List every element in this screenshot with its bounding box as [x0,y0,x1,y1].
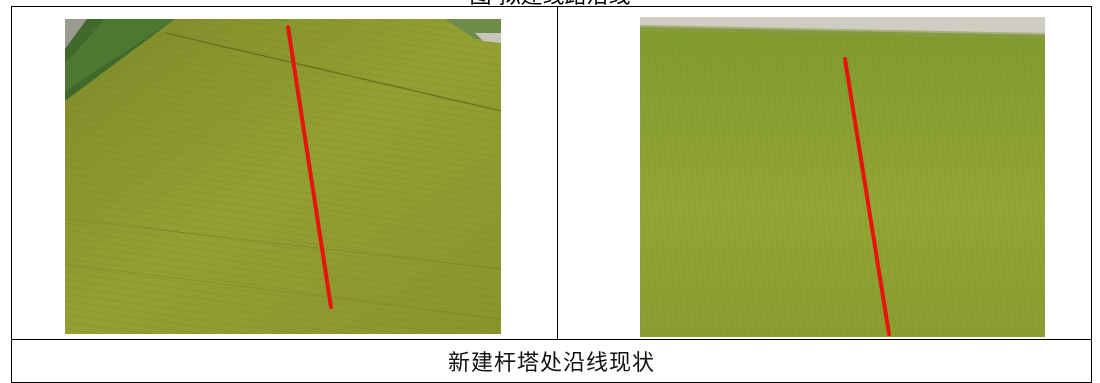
aerial-photo-left [65,19,501,334]
caption-row: 新建杆塔处沿线现状 [11,339,1092,383]
partial-heading: 图 拟建线路沿线 [0,0,1100,8]
photo-caption: 新建杆塔处沿线现状 [11,339,1092,383]
photo-cell-left [11,6,558,340]
aerial-photo-right [640,17,1045,337]
photo-table: 新建杆塔处沿线现状 [11,6,1092,383]
photo-cell-right [557,6,1092,340]
route-line [286,25,333,309]
route-line [843,57,891,336]
photo-row [11,6,1092,340]
